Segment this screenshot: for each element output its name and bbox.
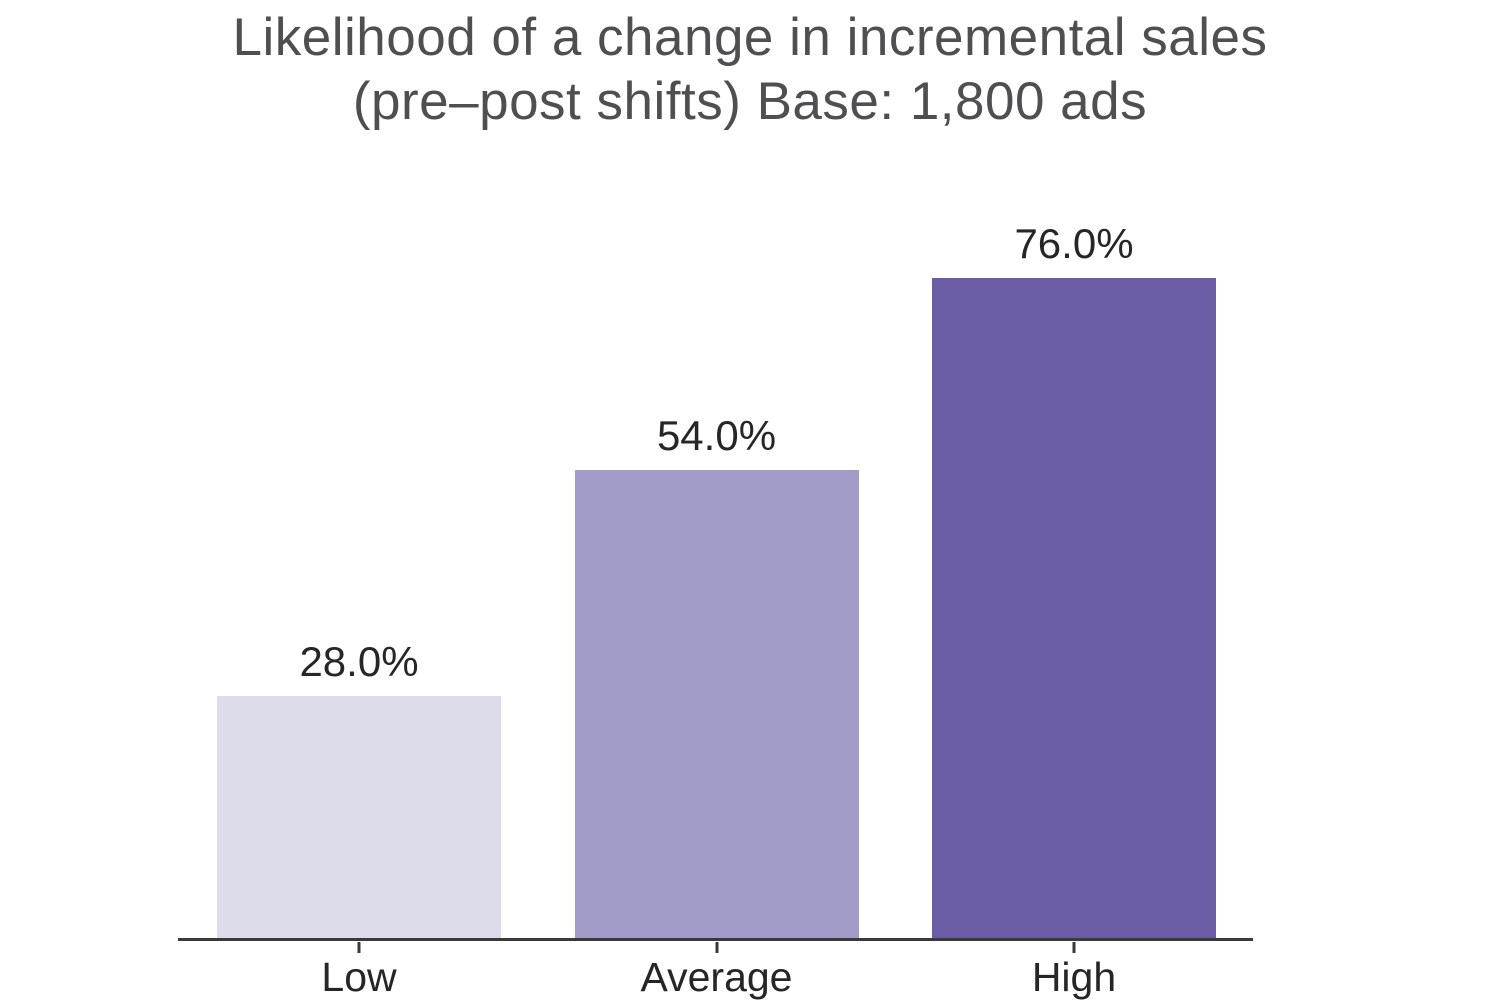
x-axis-tick-high (1072, 942, 1076, 953)
bar-average (574, 469, 859, 940)
bar-group-average: 54.0% Average (574, 0, 859, 1000)
x-tick-label-average: Average (640, 954, 793, 1000)
chart-title-line-2: (pre–post shifts) Base: 1,800 ads (352, 72, 1148, 131)
chart-title: Likelihood of a change in incremental sa… (0, 6, 1500, 134)
bar-value-label-low: 28.0% (299, 638, 419, 686)
x-axis-tick-low (357, 942, 361, 953)
plot-area: 28.0% Low 54.0% Average 76.0% High (178, 0, 1253, 1000)
bar-low (217, 696, 501, 940)
bar-high (932, 278, 1216, 940)
bar-value-label-average: 54.0% (656, 411, 777, 459)
x-tick-label-low: Low (321, 954, 397, 1000)
x-axis-tick-average (715, 942, 718, 953)
bar-group-high: 76.0% High (932, 0, 1216, 1000)
chart-title-line-1: Likelihood of a change in incremental sa… (232, 8, 1268, 67)
bar-value-label-high: 76.0% (1014, 220, 1134, 268)
bar-group-low: 28.0% Low (217, 0, 501, 1000)
x-axis-line (178, 938, 1253, 941)
x-tick-label-high: High (1031, 954, 1117, 1000)
